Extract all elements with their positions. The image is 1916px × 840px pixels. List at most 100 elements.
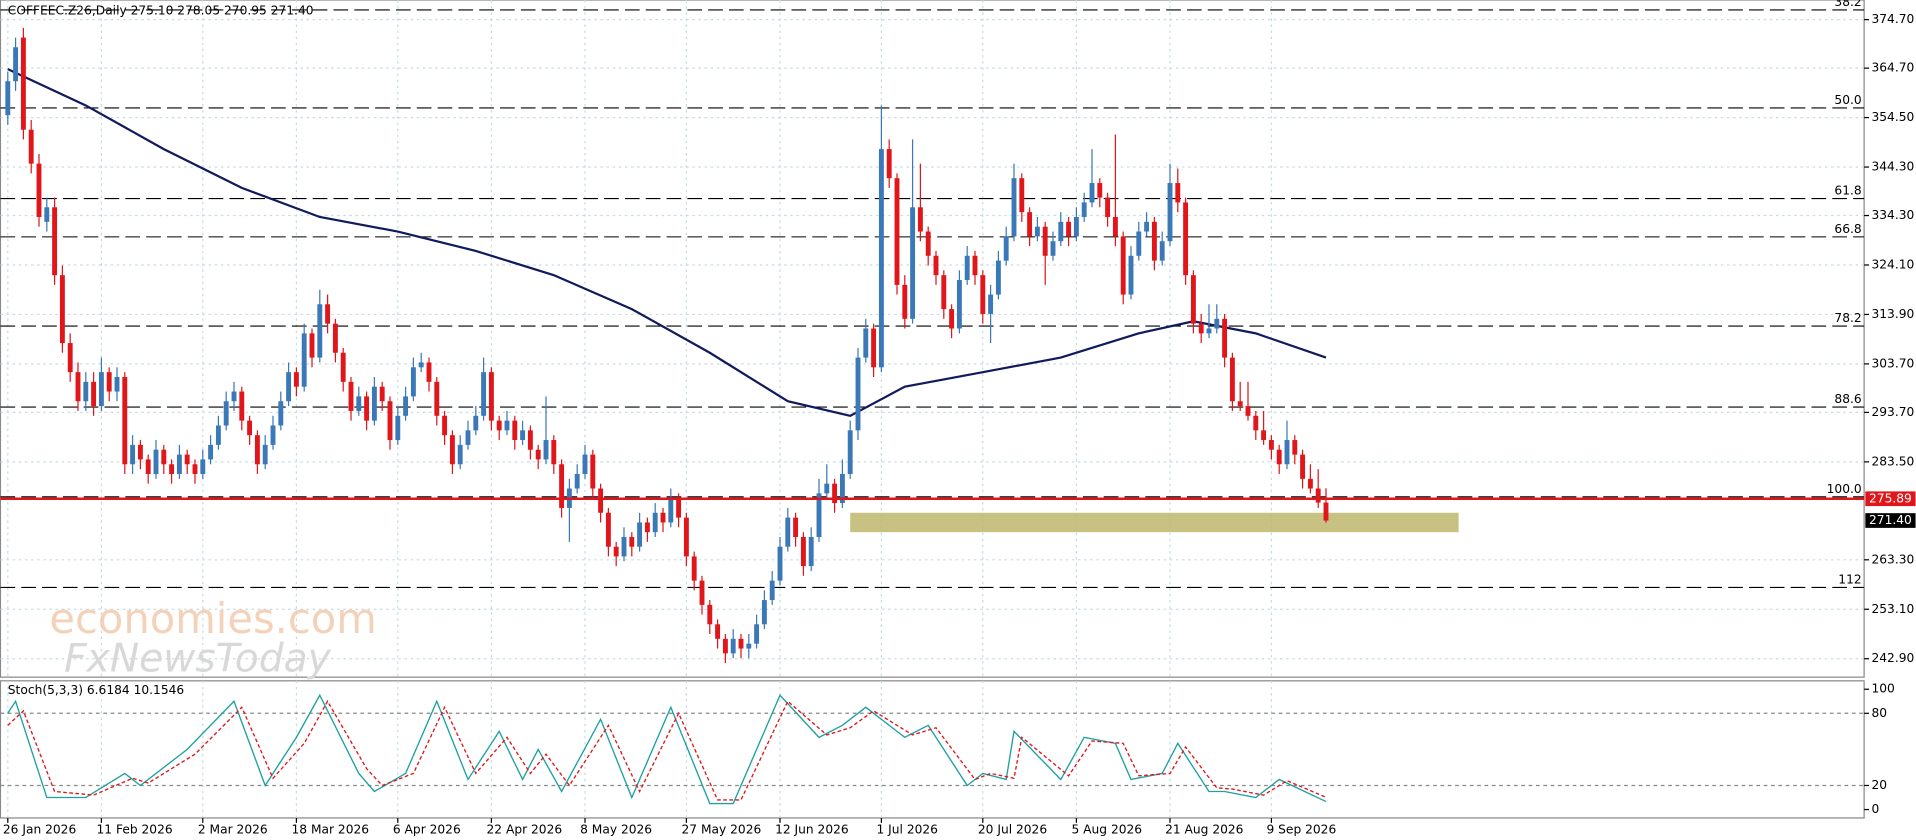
candle-body (535, 449, 541, 460)
fib-label: 61.8 (1834, 184, 1861, 198)
candle-body (481, 372, 487, 416)
candle-body (208, 444, 214, 460)
candle-body (145, 459, 151, 474)
moving-average (7, 68, 1327, 417)
candle-body (1214, 318, 1220, 329)
x-tick-label: 6 Apr 2026 (393, 823, 461, 837)
stoch-tick-label: 0 (1871, 802, 1879, 816)
candle-body (832, 483, 838, 504)
fib-label: 66.8 (1834, 222, 1861, 236)
candle-body (371, 386, 377, 421)
y-tick-label: 313.90 (1871, 307, 1914, 321)
x-tick-label: 20 Jul 2026 (978, 823, 1047, 837)
candle-body (855, 357, 861, 431)
candle-body (247, 420, 253, 436)
candle-body (590, 454, 596, 489)
candle-body (1034, 226, 1040, 237)
candle-body (644, 522, 650, 533)
candle-body (1268, 440, 1274, 450)
candle-body (169, 464, 175, 474)
candle-body (1112, 216, 1118, 237)
candle-body (67, 343, 73, 373)
candle-body (44, 207, 50, 222)
candle-body (707, 604, 713, 625)
candle-body (5, 81, 11, 116)
fib-label: 50.0 (1834, 93, 1861, 107)
candle-body (332, 323, 338, 353)
candle-body (520, 430, 526, 441)
candle-body (902, 284, 908, 319)
candle-body (1323, 502, 1329, 521)
candle-body (1144, 221, 1150, 232)
candle-body (473, 415, 479, 431)
candle-body (559, 464, 565, 508)
stoch-title: Stoch(5,3,3) 6.6184 10.1546 (8, 683, 185, 697)
candle-body (488, 372, 494, 421)
candle-body (691, 556, 697, 581)
candle-body (1292, 440, 1298, 455)
candle-body (465, 430, 471, 445)
candle-body (75, 372, 81, 402)
candle-body (106, 372, 112, 392)
candle-body (1027, 212, 1033, 237)
candle-body (364, 396, 370, 421)
candle-body (894, 178, 900, 285)
x-tick-label: 8 May 2026 (580, 823, 652, 837)
x-tick-label: 22 Apr 2026 (486, 823, 562, 837)
candle-body (1183, 202, 1189, 276)
candle-body (1003, 236, 1009, 261)
candle-body (722, 638, 728, 654)
candle-body (878, 149, 884, 368)
candle-body (442, 415, 448, 436)
candle-body (13, 47, 19, 82)
x-tick-label: 12 Jun 2026 (775, 823, 849, 837)
candle-body (1190, 275, 1196, 324)
candle-body (301, 333, 307, 387)
candle-body (200, 459, 206, 474)
y-tick-label: 293.70 (1871, 405, 1914, 419)
candle-body (262, 444, 268, 465)
candle-body (122, 376, 128, 465)
stoch-main (7, 693, 1327, 805)
candle-body (1198, 323, 1204, 334)
candle-body (83, 381, 89, 402)
candle-body (793, 517, 799, 538)
candle-body (956, 280, 962, 329)
candle-body (980, 275, 986, 314)
candle-body (629, 537, 635, 547)
y-tick-label: 242.90 (1871, 651, 1914, 665)
last-price-label: 271.40 (1869, 513, 1912, 527)
watermark: FxNewsToday (64, 637, 331, 682)
candle-body (1229, 357, 1235, 402)
candle-body (20, 37, 26, 130)
candle-body (52, 207, 58, 276)
candle-body (1222, 318, 1228, 358)
candle-body (715, 624, 721, 639)
candle-body (387, 401, 393, 441)
candle-body (964, 255, 970, 281)
candle-body (496, 420, 502, 431)
candle-body (605, 512, 611, 547)
candle-body (1307, 478, 1313, 489)
candle-body (1136, 231, 1142, 256)
candle-body (137, 444, 143, 460)
candle-body (184, 454, 190, 465)
x-tick-label: 27 May 2026 (681, 823, 761, 837)
candle-body (527, 430, 533, 450)
candle-body (769, 580, 775, 601)
candle-body (676, 498, 682, 518)
candle-body (512, 420, 518, 441)
y-tick-label: 344.30 (1871, 160, 1914, 174)
watermark: economies.com (49, 594, 376, 643)
candle-body (761, 600, 767, 625)
main-panel (0, 0, 1865, 678)
candle-body (816, 493, 822, 538)
candle-body (1058, 221, 1064, 242)
candle-body (598, 488, 604, 513)
candle-body (130, 444, 136, 465)
candle-body (941, 275, 947, 310)
stoch-tick-label: 80 (1871, 706, 1887, 720)
candle-body (161, 449, 167, 465)
candle-body (886, 149, 892, 179)
candle-body (403, 396, 409, 416)
